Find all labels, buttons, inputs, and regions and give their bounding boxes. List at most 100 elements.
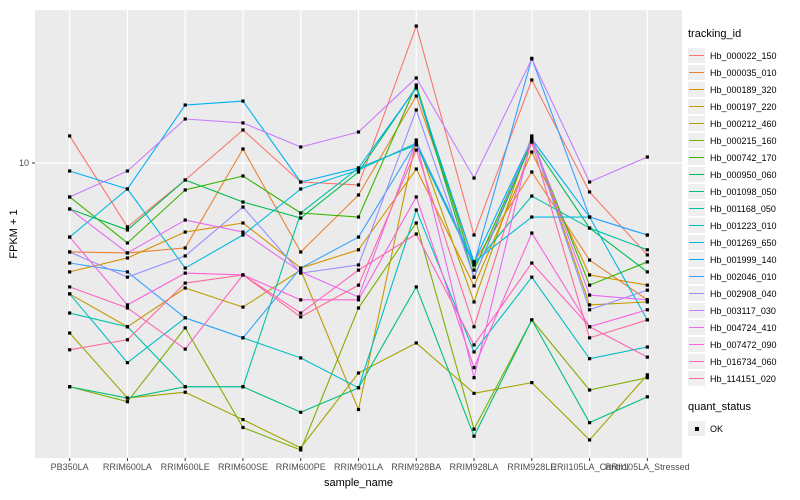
data-point — [68, 207, 72, 211]
y-axis-title: FPKM + 1 — [8, 209, 20, 259]
data-point — [645, 248, 649, 252]
data-point — [414, 94, 418, 98]
data-point — [530, 57, 534, 61]
legend-entry-Hb_000215_160: Hb_000215_160 — [688, 132, 798, 149]
x-tick-label-RRIM928LE: RRIM928LE — [507, 462, 557, 472]
data-point — [472, 325, 476, 329]
data-point — [414, 108, 418, 112]
data-point — [414, 232, 418, 236]
data-point — [299, 410, 303, 414]
x-tick-label-RRIM600LA: RRIM600LA — [102, 462, 152, 472]
data-point — [356, 235, 361, 239]
data-point — [356, 170, 361, 174]
data-point — [299, 250, 303, 254]
data-point — [645, 283, 649, 287]
data-point — [530, 150, 534, 154]
data-point — [472, 260, 476, 264]
data-point — [241, 230, 245, 234]
data-point — [183, 326, 187, 330]
legend-entry-Hb_007472_090: Hb_007472_090 — [688, 336, 798, 353]
legend-entry-Hb_000742_170: Hb_000742_170 — [688, 149, 798, 166]
data-point — [183, 230, 187, 234]
data-point — [414, 167, 418, 171]
data-point — [587, 336, 592, 340]
legend-entry-label: Hb_002046_010 — [710, 271, 777, 282]
legend-entry-label: Hb_000212_460 — [710, 118, 777, 129]
legend-entry-label: Hb_000215_160 — [710, 135, 777, 146]
legend-title-quant-status: quant_status — [688, 401, 751, 413]
data-point — [356, 166, 361, 170]
legend-key-line-icon — [688, 286, 705, 301]
data-point — [125, 338, 130, 342]
data-point — [299, 446, 303, 450]
data-point — [356, 298, 361, 302]
data-point — [356, 407, 361, 412]
data-point — [241, 417, 245, 422]
legend-key-line-icon — [688, 65, 705, 80]
data-point — [68, 292, 72, 296]
data-point — [645, 318, 649, 322]
legend-entry-label: Hb_114151_020 — [710, 373, 776, 384]
data-point — [356, 371, 361, 375]
data-point — [587, 226, 592, 230]
data-point — [241, 99, 245, 103]
legend-key-line-icon — [688, 48, 705, 63]
legend-entry-Hb_001098_050: Hb_001098_050 — [688, 183, 798, 200]
data-point — [472, 262, 476, 266]
data-point — [125, 303, 130, 307]
data-point — [645, 345, 649, 349]
data-point — [299, 315, 303, 319]
legend-key-line-icon — [688, 167, 705, 182]
data-point — [299, 268, 303, 272]
data-point — [472, 233, 476, 237]
legend-entry-Hb_001168_050: Hb_001168_050 — [688, 200, 798, 217]
data-point — [530, 318, 534, 322]
data-point — [530, 215, 534, 219]
data-point — [125, 400, 130, 404]
data-point — [356, 295, 361, 299]
data-point — [299, 187, 303, 191]
data-point — [68, 235, 72, 239]
data-point — [299, 311, 303, 315]
data-point — [587, 388, 592, 392]
data-point — [587, 283, 592, 287]
legend-entry-Hb_000197_220: Hb_000197_220 — [688, 98, 798, 115]
legend-key-line-icon — [688, 269, 705, 284]
data-point — [587, 215, 592, 219]
legend-entry-label: Hb_001223_010 — [710, 220, 777, 231]
legend-section-quant-status: quant_status OK — [688, 401, 798, 437]
data-point — [356, 183, 361, 187]
data-point — [183, 385, 187, 389]
data-point — [125, 256, 130, 260]
data-point — [645, 270, 649, 274]
data-point — [299, 180, 303, 184]
data-point — [645, 355, 649, 359]
data-point — [472, 343, 476, 347]
y-tick-label: 10 — [18, 158, 29, 168]
x-tick-label-RRIM600PE: RRIM600PE — [275, 462, 326, 472]
data-point — [472, 391, 476, 395]
legend-entry-label: Hb_001168_050 — [710, 203, 776, 214]
data-point — [68, 250, 72, 254]
data-point — [299, 216, 303, 220]
data-point — [645, 376, 649, 380]
data-point — [587, 325, 592, 329]
data-point — [356, 283, 361, 287]
data-point — [68, 311, 72, 315]
legend-entry-label: Hb_004724_410 — [710, 322, 777, 333]
data-point — [68, 261, 72, 265]
legend-key-line-icon — [688, 218, 705, 233]
data-point — [587, 421, 592, 425]
legend-entry-label: Hb_007472_090 — [710, 339, 777, 350]
legend-title-tracking-id: tracking_id — [688, 28, 742, 40]
data-point — [356, 386, 361, 390]
data-point — [587, 258, 592, 262]
data-point — [472, 376, 476, 380]
x-tick-label-RRIM600SE: RRIM600SE — [217, 462, 268, 472]
data-point — [356, 193, 361, 197]
legend-entry-label: Hb_000035_010 — [710, 67, 777, 78]
data-point — [125, 270, 130, 274]
data-point — [645, 395, 649, 399]
data-point — [587, 180, 592, 184]
